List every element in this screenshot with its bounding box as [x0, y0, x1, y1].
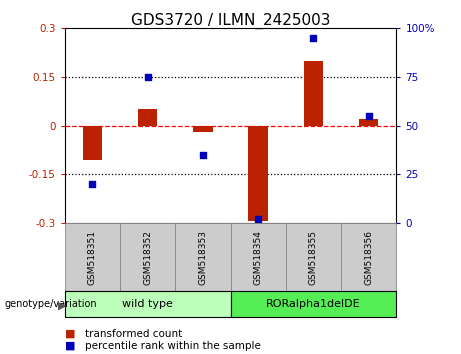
Text: ■: ■ — [65, 341, 75, 351]
Text: wild type: wild type — [122, 299, 173, 309]
Point — [254, 216, 262, 222]
Bar — [65, 223, 120, 292]
Bar — [230, 223, 286, 292]
Point — [365, 113, 372, 119]
Text: GSM518356: GSM518356 — [364, 230, 373, 285]
Text: GSM518355: GSM518355 — [309, 230, 318, 285]
Bar — [304, 61, 323, 126]
Point — [144, 74, 151, 80]
Text: GSM518351: GSM518351 — [88, 230, 97, 285]
Bar — [175, 223, 230, 292]
Bar — [65, 291, 230, 317]
Text: GSM518353: GSM518353 — [198, 230, 207, 285]
Text: GDS3720 / ILMN_2425003: GDS3720 / ILMN_2425003 — [131, 12, 330, 29]
Point — [199, 152, 207, 158]
Bar — [120, 223, 175, 292]
Bar — [138, 109, 157, 126]
Text: GSM518354: GSM518354 — [254, 230, 263, 285]
Bar — [230, 291, 396, 317]
Text: GSM518352: GSM518352 — [143, 230, 152, 285]
Text: genotype/variation: genotype/variation — [5, 299, 97, 309]
Text: RORalpha1delDE: RORalpha1delDE — [266, 299, 361, 309]
Point — [310, 35, 317, 41]
Text: transformed count: transformed count — [85, 329, 183, 339]
Bar — [359, 119, 378, 126]
Bar — [83, 126, 102, 160]
Text: percentile rank within the sample: percentile rank within the sample — [85, 341, 261, 351]
Text: ▶: ▶ — [58, 300, 66, 310]
Bar — [286, 223, 341, 292]
Bar — [193, 126, 213, 132]
Text: ■: ■ — [65, 329, 75, 339]
Bar — [248, 126, 268, 221]
Bar — [341, 223, 396, 292]
Point — [89, 181, 96, 187]
